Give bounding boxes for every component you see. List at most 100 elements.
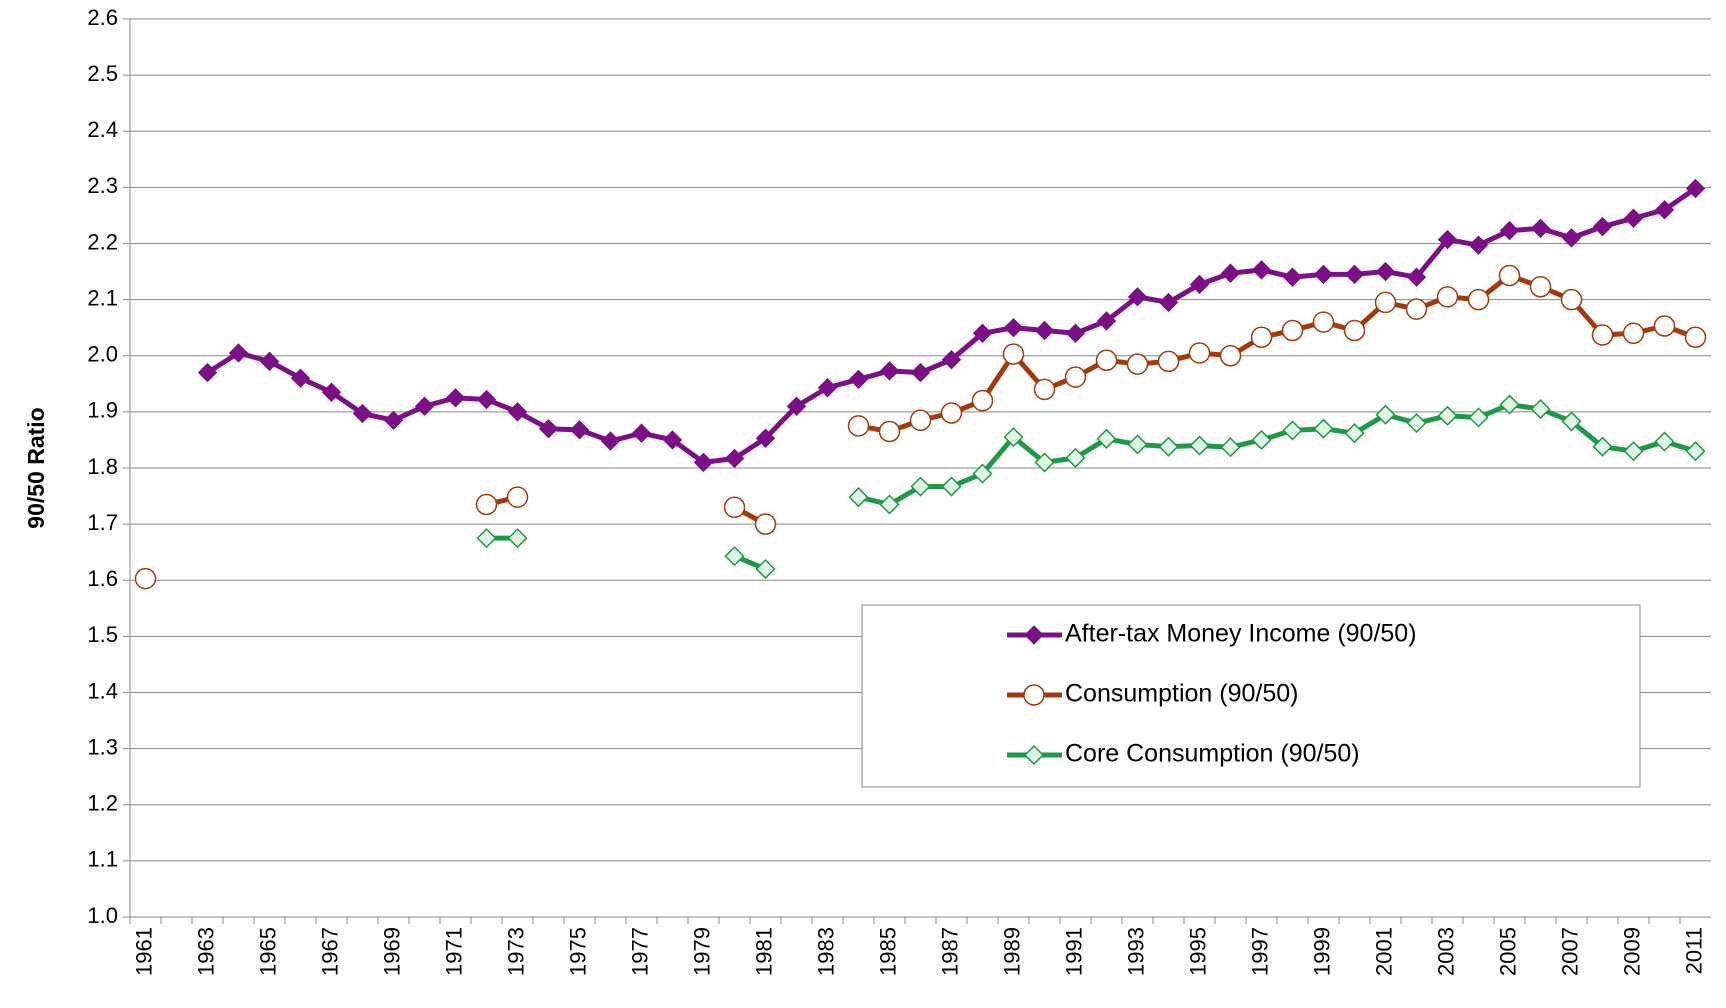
point [1406,413,1427,434]
point [1654,431,1675,452]
point [1653,315,1676,337]
x-tick-label: 1991 [1061,927,1086,976]
point [1188,342,1211,364]
legend-box [861,604,1641,788]
point [507,528,528,549]
x-tick-label: 2007 [1557,927,1582,976]
point [197,362,218,383]
point [662,430,683,450]
point [879,494,900,515]
point [1622,322,1645,345]
x-tick-label: 1983 [813,927,838,976]
point [507,402,528,422]
point [1499,220,1520,241]
point [1024,625,1044,645]
point [1498,264,1521,287]
y-tick-label: 2.4 [87,117,118,142]
x-tick-label: 1997 [1247,927,1272,976]
point [879,361,900,381]
x-tick-label: 2009 [1619,927,1644,976]
x-tick-label: 1999 [1309,927,1334,976]
point [1468,235,1489,255]
point [569,420,590,440]
y-tick-label: 1.3 [87,734,118,759]
x-tick-label: 1979 [689,927,714,976]
x-tick-label: 1963 [193,927,218,976]
point [878,420,901,443]
point [724,546,745,567]
point [972,323,993,344]
point [1096,311,1117,331]
point [1374,291,1397,314]
point [1281,319,1304,342]
point [1189,274,1210,295]
point [1096,428,1117,449]
point [1623,441,1644,462]
point [1436,286,1459,308]
point [723,496,746,519]
point [1189,435,1210,456]
point [1127,287,1148,307]
y-tick-label: 1.0 [87,903,118,928]
y-tick-label: 2.5 [87,61,118,86]
point [1095,349,1118,371]
x-tick-label: 1967 [317,927,342,976]
point [1312,311,1335,333]
x-tick-label: 1993 [1123,927,1148,976]
x-tick-label: 2005 [1495,927,1520,976]
y-tick-label: 1.5 [87,622,118,647]
x-tick-label: 1961 [131,927,156,976]
point [941,349,962,370]
point [600,431,621,451]
point [1251,260,1272,280]
point [1003,427,1024,448]
point [1406,267,1427,287]
point [445,388,466,408]
point [1467,288,1490,311]
point [971,389,994,412]
y-tick-label: 1.1 [87,847,118,872]
point [1313,418,1334,439]
y-tick-label: 1.2 [87,791,118,816]
point [1034,452,1055,473]
y-tick-label: 1.7 [87,510,118,535]
legend-label: Consumption (90/50) [1065,680,1298,708]
point [321,382,342,402]
point [1437,405,1458,426]
point [1023,684,1045,706]
y-tick-label: 1.4 [87,678,118,703]
point [383,410,404,431]
x-tick-label: 1965 [255,927,280,976]
point [414,396,435,416]
point [848,369,869,390]
y-tick-label: 1.6 [87,566,118,591]
y-tick-label: 2.0 [87,342,118,367]
point [754,513,777,535]
point [1158,436,1179,457]
legend-label: After-tax Money Income (90/50) [1065,620,1417,648]
point [1250,326,1273,348]
point [1561,228,1582,248]
point [1220,437,1241,458]
x-tick-label: 2003 [1433,927,1458,976]
x-tick-label: 1973 [503,927,528,976]
y-axis-label: 90/50 Ratio [23,407,49,528]
point [1219,345,1242,367]
x-tick-label: 1985 [875,927,900,976]
legend: After-tax Money Income (90/50) Consumptio… [861,604,1641,788]
x-tick-label: 1995 [1185,927,1210,976]
point [1344,264,1365,285]
y-tick-label: 2.6 [87,5,118,30]
x-tick-label: 1981 [751,927,776,976]
point [693,452,714,473]
point [817,378,838,398]
point [724,448,745,469]
x-tick-label: 1971 [441,927,466,976]
point [910,362,931,383]
point [1684,326,1707,348]
point [476,389,497,410]
point [940,402,963,424]
point [1375,404,1396,425]
point [1033,378,1056,401]
point [1405,298,1428,320]
